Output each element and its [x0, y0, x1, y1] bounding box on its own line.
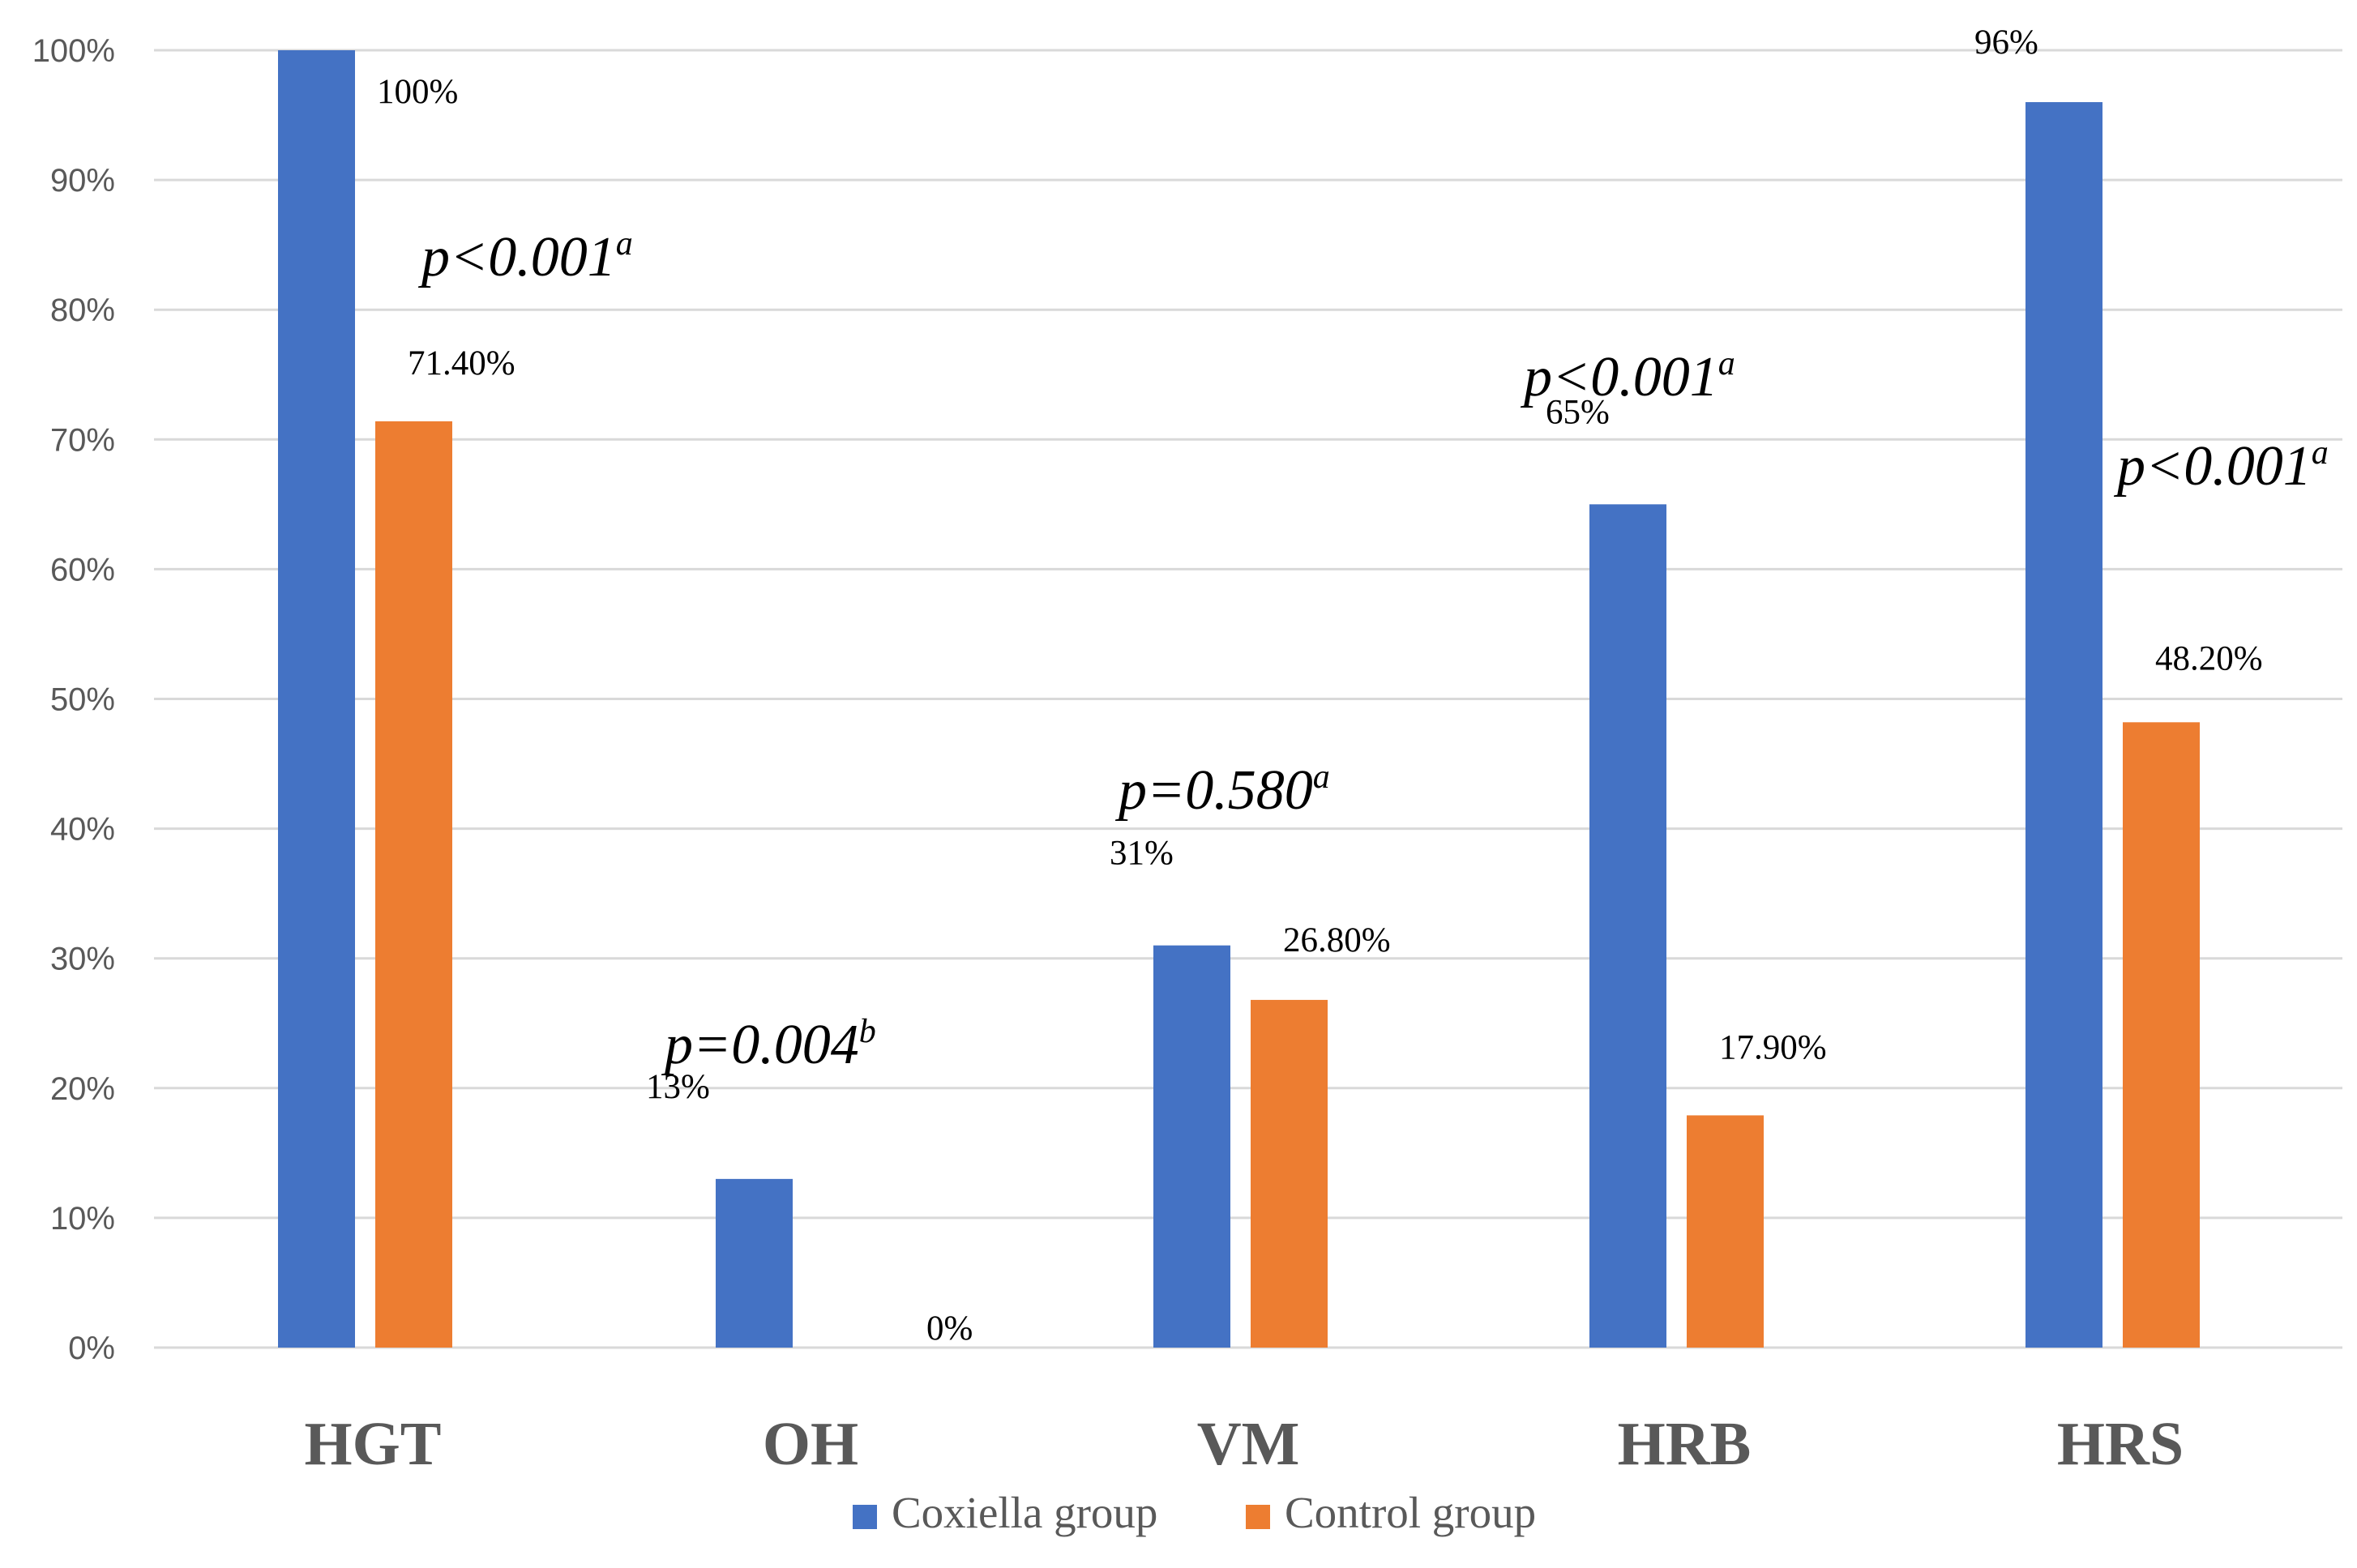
- legend-label: Coxiella group: [892, 1488, 1157, 1537]
- data-label: 0%: [926, 1310, 973, 1348]
- x-category-label: HRB: [1618, 1410, 1752, 1478]
- p-value-annotations: p<0.001a p=0.004b p=0.580a p<0.001a p<0.001a: [417, 225, 2329, 1076]
- bar-control-group-vm: [1251, 999, 1328, 1348]
- x-category-label: OH: [763, 1410, 858, 1478]
- y-tick-label: 0%: [68, 1331, 115, 1366]
- bar-control-group-hgt: [375, 421, 452, 1348]
- data-label: 65%: [1546, 393, 1610, 431]
- x-category-label: HGT: [305, 1410, 442, 1478]
- data-label: 48.20%: [2155, 639, 2263, 677]
- x-axis: HGT OH VM HRB HRS: [305, 1410, 2184, 1478]
- data-label: 71.40%: [408, 344, 515, 382]
- p-value-annotation: p=0.004b: [661, 1013, 876, 1076]
- legend-swatch: [1246, 1505, 1270, 1529]
- bar-coxiella-group-vm: [1153, 945, 1230, 1348]
- legend-swatch: [853, 1505, 877, 1529]
- y-tick-label: 60%: [50, 552, 115, 587]
- legend: Coxiella group Control group: [853, 1488, 1536, 1537]
- data-label: 17.90%: [1719, 1028, 1827, 1066]
- p-value-annotation: p=0.580a: [1114, 758, 1330, 822]
- y-tick-label: 90%: [50, 163, 115, 199]
- bar-coxiella-group-oh: [716, 1178, 793, 1348]
- legend-label: Control group: [1285, 1488, 1536, 1537]
- data-label: 31%: [1110, 835, 1174, 873]
- x-category-label: VM: [1197, 1410, 1300, 1478]
- bars: [278, 50, 2200, 1348]
- data-label: 100%: [377, 73, 458, 111]
- p-value-annotation: p<0.001a: [417, 225, 633, 288]
- y-tick-label: 70%: [50, 422, 115, 458]
- y-tick-label: 10%: [50, 1201, 115, 1237]
- gridlines: [154, 49, 2342, 1349]
- x-category-label: HRS: [2057, 1410, 2184, 1478]
- data-label: 26.80%: [1283, 921, 1391, 959]
- bar-coxiella-group-hrb: [1589, 504, 1666, 1348]
- data-label: 96%: [1974, 23, 2038, 62]
- p-value-annotation: p<0.001a: [1520, 345, 1735, 408]
- bar-coxiella-group-hrs: [2025, 102, 2102, 1348]
- bar-control-group-hrs: [2123, 722, 2200, 1348]
- data-label: 13%: [646, 1068, 710, 1106]
- y-tick-label: 100%: [32, 33, 115, 69]
- data-labels: 100% 13% 31% 65% 96% 71.40% 0% 26.80% 17.90% 48.2…: [377, 23, 2263, 1348]
- bar-control-group-hrb: [1687, 1115, 1764, 1348]
- y-tick-label: 30%: [50, 942, 115, 977]
- y-tick-label: 50%: [50, 682, 115, 718]
- y-tick-label: 80%: [50, 293, 115, 328]
- p-value-annotation: p<0.001a: [2113, 434, 2329, 498]
- y-tick-label: 20%: [50, 1071, 115, 1107]
- y-tick-label: 40%: [50, 812, 115, 848]
- y-axis: 0% 10% 20% 30% 40% 50% 60% 70% 80% 90% 100%: [32, 33, 115, 1366]
- bar-coxiella-group-hgt: [278, 50, 355, 1348]
